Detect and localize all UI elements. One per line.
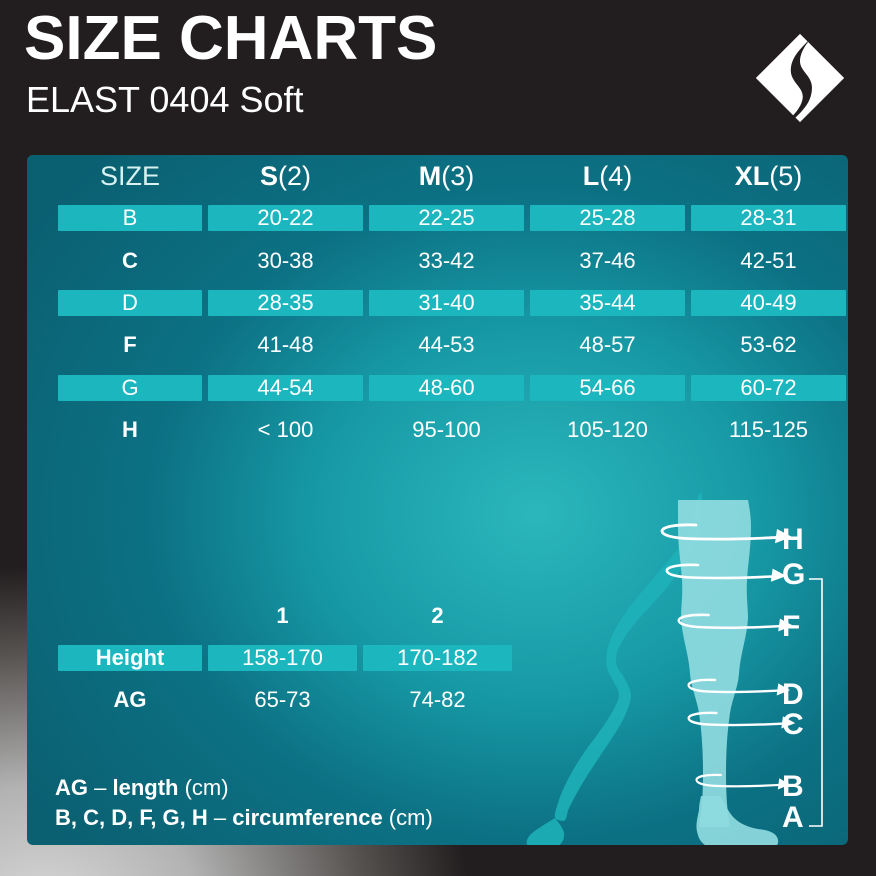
svg-text:B: B <box>782 770 804 803</box>
svg-text:G: G <box>782 558 805 591</box>
svg-text:D: D <box>782 678 804 711</box>
svg-text:A: A <box>782 801 804 834</box>
svg-text:C: C <box>782 708 804 741</box>
svg-text:H: H <box>782 523 804 556</box>
svg-text:F: F <box>782 610 800 643</box>
